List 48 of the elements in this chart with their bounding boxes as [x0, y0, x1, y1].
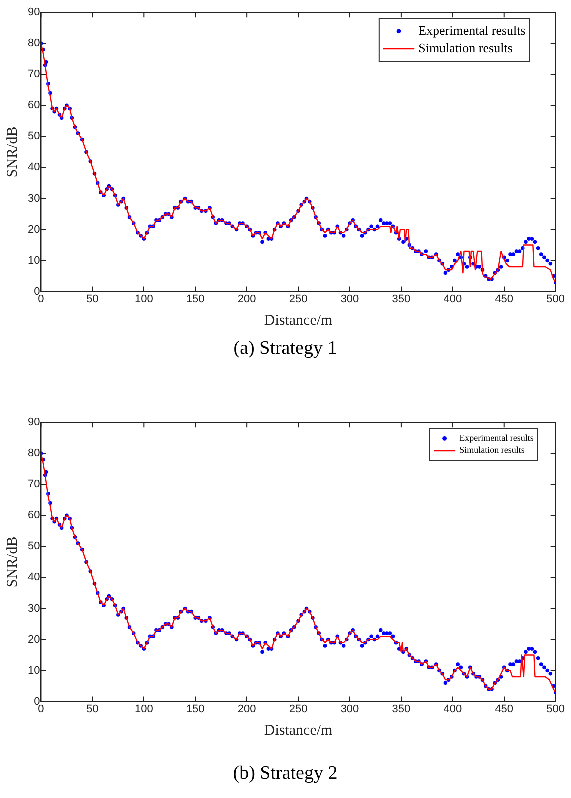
x-tick-label: 50: [86, 293, 99, 306]
x-tick-label: 100: [134, 703, 154, 716]
x-tick-label: 50: [86, 703, 99, 716]
y-tick-label: 90: [28, 416, 40, 429]
x-tick-label: 350: [392, 703, 411, 716]
y-axis-title: SNR/dB: [4, 126, 21, 178]
y-tick-label: 20: [28, 224, 40, 236]
legend-label: Simulation results: [460, 445, 526, 456]
y-tick-label: 20: [28, 634, 40, 646]
x-tick-label: 150: [186, 703, 205, 716]
x-axis-title: Distance/m: [264, 312, 334, 329]
x-tick-label: 400: [444, 703, 462, 716]
x-tick-label: 500: [546, 293, 566, 306]
y-tick-label: 30: [28, 602, 40, 615]
y-tick-label: 80: [28, 38, 40, 50]
y-tick-label: 50: [28, 540, 40, 553]
x-tick-label: 300: [340, 293, 360, 306]
y-tick-label: 60: [28, 510, 40, 522]
y-tick-label: 30: [28, 192, 40, 205]
x-tick-label: 250: [289, 703, 308, 716]
x-tick-label: 450: [495, 293, 514, 306]
x-tick-label: 250: [289, 293, 308, 306]
x-tick-label: 100: [134, 293, 154, 306]
y-tick-label: 50: [28, 130, 40, 143]
text: (a) Strategy 1: [232, 338, 338, 360]
y-tick-label: 10: [28, 664, 40, 677]
text: (b) Strategy 2: [232, 763, 339, 785]
x-tick-label: 200: [238, 703, 256, 716]
y-tick-label: 70: [28, 68, 40, 81]
x-tick-label: 500: [546, 703, 566, 716]
x-tick-label: 400: [444, 293, 462, 306]
y-tick-label: 90: [28, 6, 40, 19]
y-tick-label: 40: [28, 162, 40, 174]
y-tick-label: 60: [28, 100, 40, 112]
y-tick-label: 40: [28, 572, 40, 584]
legend-label: Experimental results: [418, 22, 526, 38]
x-tick-label: 350: [392, 293, 411, 306]
y-axis-title: SNR/dB: [4, 536, 21, 588]
x-tick-label: 300: [340, 703, 360, 716]
legend-label: Simulation results: [418, 40, 513, 56]
y-tick-label: 70: [28, 478, 40, 491]
y-tick-label: 10: [28, 254, 40, 267]
legend-label: Experimental results: [460, 433, 534, 444]
x-tick-label: 450: [495, 703, 514, 716]
x-tick-label: 200: [238, 293, 256, 306]
x-axis-title: Distance/m: [264, 722, 334, 739]
y-tick-label: 80: [28, 448, 40, 460]
x-tick-label: 150: [186, 293, 205, 306]
